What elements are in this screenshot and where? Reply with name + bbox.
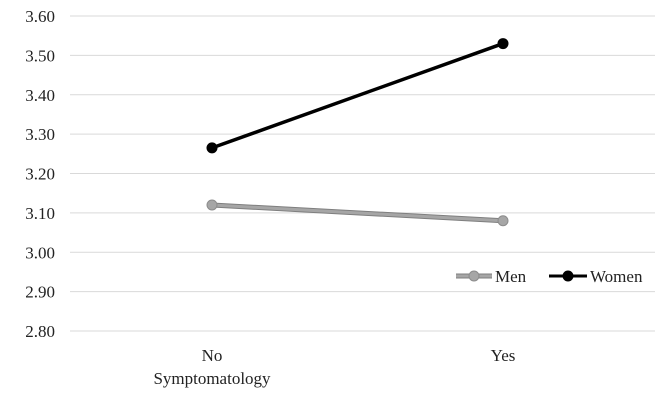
x-tick-label-line: No [202,346,223,365]
legend-swatch-marker [468,270,480,282]
data-point [206,199,218,211]
y-tick-label: 3.00 [25,243,55,262]
x-tick-label-line: Symptomatology [153,369,271,388]
y-axis-tick-labels: 2.80 2.90 3.00 3.10 3.20 3.30 3.40 3.50 3.60 [25,7,55,341]
data-point [206,142,218,154]
legend-item-men: Men [456,267,527,286]
y-tick-label: 3.30 [25,125,55,144]
data-point [497,38,509,50]
legend: Men Women [456,267,643,286]
y-tick-label: 3.10 [25,204,55,223]
legend-swatch-marker [562,270,574,282]
series-lines [206,38,509,227]
series-women [206,38,509,154]
x-axis-tick-labels: No Symptomatology Yes [153,346,515,388]
y-tick-label: 3.50 [25,46,55,65]
gridlines [70,15,655,332]
x-tick-label: Yes [491,346,516,365]
x-tick-label-line: Yes [491,346,516,365]
x-tick-label: No Symptomatology [153,346,271,388]
y-tick-label: 2.90 [25,283,55,302]
legend-label: Women [590,267,643,286]
series-line [211,41,504,150]
legend-item-women: Women [549,267,643,286]
y-tick-label: 3.40 [25,86,55,105]
y-tick-label: 3.20 [25,165,55,184]
series-line [211,203,504,223]
legend-label: Men [495,267,527,286]
series-men [206,199,509,227]
y-tick-label: 2.80 [25,322,55,341]
data-point [497,215,509,227]
y-tick-label: 3.60 [25,7,55,26]
